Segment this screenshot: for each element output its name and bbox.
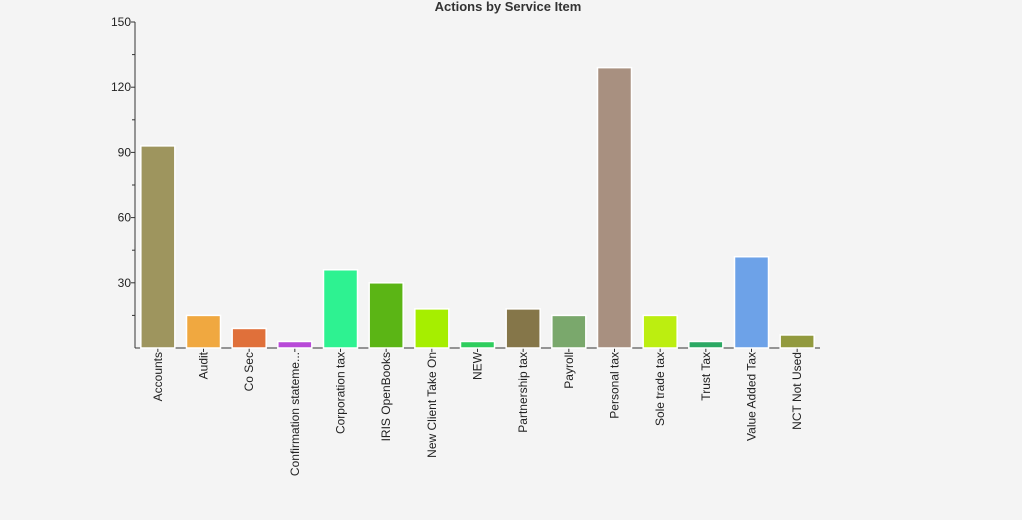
- bar-new-client-take-on[interactable]: [414, 308, 450, 349]
- category-label: Trust Tax: [699, 352, 713, 401]
- category-label: Personal tax: [608, 352, 622, 419]
- bar-iris-openbooks[interactable]: [368, 282, 404, 349]
- category-label: NCT Not Used: [790, 352, 804, 430]
- bar-nct-not-used[interactable]: [779, 334, 815, 349]
- category-label: New Client Take On: [425, 352, 439, 458]
- category-label: Value Added Tax: [745, 352, 759, 441]
- bar-new[interactable]: [459, 340, 496, 349]
- category-label: IRIS OpenBooks: [379, 352, 393, 441]
- y-tick-label: 120: [111, 80, 131, 94]
- y-tick-label: 60: [118, 211, 132, 225]
- y-tick-label: 90: [118, 145, 132, 159]
- bar-trust-tax[interactable]: [688, 340, 724, 349]
- bar-accounts[interactable]: [140, 145, 176, 349]
- bar-confirmation-stateme[interactable]: [277, 340, 313, 349]
- category-label: Audit: [197, 351, 211, 379]
- category-label: Co Sec: [242, 352, 256, 391]
- bar-partnership-tax[interactable]: [505, 308, 541, 349]
- chart-title: Actions by Service Item: [435, 0, 582, 14]
- category-label: Confirmation stateme...: [288, 352, 302, 476]
- category-label: NEW: [471, 351, 485, 380]
- bar-audit[interactable]: [185, 314, 222, 349]
- category-label: Corporation tax: [334, 352, 348, 434]
- category-label: Payroll: [562, 352, 576, 389]
- bar-co-sec[interactable]: [231, 327, 267, 349]
- bars-group: [140, 66, 815, 349]
- y-tick-label: 150: [111, 15, 131, 29]
- bar-personal-tax[interactable]: [596, 66, 633, 349]
- bar-payroll[interactable]: [551, 314, 587, 349]
- y-axis: 30 60 90 120 150: [111, 15, 136, 348]
- category-label: Sole trade tax: [653, 352, 667, 426]
- category-label: Accounts: [151, 352, 165, 401]
- bar-value-added-tax[interactable]: [733, 255, 770, 349]
- category-label: Partnership tax: [516, 352, 530, 433]
- bar-sole-trade-tax[interactable]: [642, 314, 678, 349]
- bar-corporation-tax[interactable]: [322, 269, 359, 349]
- y-tick-label: 30: [118, 276, 132, 290]
- category-labels: Accounts Audit Co Sec Confirmation stateme.…: [151, 351, 804, 476]
